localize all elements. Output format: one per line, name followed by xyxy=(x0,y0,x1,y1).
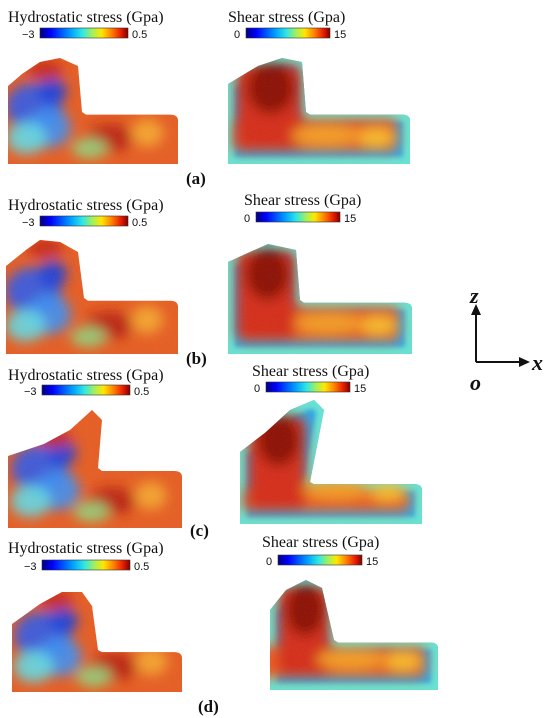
hydro-title: Hydrostatic stress (Gpa) xyxy=(8,9,164,26)
hydro-colorbar-gradient xyxy=(39,215,129,227)
shear-colorbar-max: 15 xyxy=(344,213,356,225)
panel-3: Hydrostatic stress (Gpa) −3 0.5 Shear stres… xyxy=(8,363,422,540)
shear-colorbar-min: 0 xyxy=(254,383,260,395)
hydro-title: Hydrostatic stress (Gpa) xyxy=(8,540,164,557)
hydro-colorbar: −3 0.5 xyxy=(22,27,147,41)
shear-title: Shear stress (Gpa) xyxy=(244,192,361,209)
shear-colorbar: 0 15 xyxy=(234,27,346,41)
shear-colorbar-max: 15 xyxy=(334,29,346,41)
z-axis-label: z xyxy=(469,283,479,308)
origin-label: o xyxy=(470,370,481,395)
hydro-colorbar-max: 0.5 xyxy=(134,386,149,398)
hydro-colorbar: −3 0.5 xyxy=(24,384,149,398)
x-axis-label: x xyxy=(531,350,543,375)
panel-2: Hydrostatic stress (Gpa) −3 0.5 Shear stres… xyxy=(6,192,412,368)
panel-4: Hydrostatic stress (Gpa) −3 0.5 Shear stres… xyxy=(8,534,438,716)
shear-colorbar-gradient xyxy=(255,211,341,223)
shear-colorbar: 0 15 xyxy=(244,211,356,225)
hydro-colorbar: −3 0.5 xyxy=(22,215,147,229)
shear-stress-map xyxy=(228,244,412,354)
z-axis-arrow-icon xyxy=(471,304,481,315)
shear-title: Shear stress (Gpa) xyxy=(228,9,345,26)
shear-colorbar-min: 0 xyxy=(234,29,240,41)
panel-1: Hydrostatic stress (Gpa) −3 0.5 Shear stres… xyxy=(8,9,410,188)
shear-colorbar-min: 0 xyxy=(244,213,250,225)
panel-label: (b) xyxy=(186,349,207,368)
shear-colorbar-min: 0 xyxy=(266,556,272,568)
hydro-colorbar-min: −3 xyxy=(24,386,37,398)
hydro-title: Hydrostatic stress (Gpa) xyxy=(8,197,164,214)
hydro-colorbar-max: 0.5 xyxy=(134,561,149,573)
hydro-colorbar-min: −3 xyxy=(24,561,37,573)
hydro-colorbar-max: 0.5 xyxy=(132,29,147,41)
hydro-colorbar-max: 0.5 xyxy=(132,217,147,229)
shear-colorbar-max: 15 xyxy=(354,383,366,395)
shear-colorbar-gradient xyxy=(277,554,363,566)
shear-title: Shear stress (Gpa) xyxy=(252,363,369,380)
hydro-colorbar-min: −3 xyxy=(22,217,35,229)
panel-label: (a) xyxy=(186,169,206,188)
shear-colorbar-gradient xyxy=(265,381,351,393)
shear-colorbar: 0 15 xyxy=(266,554,378,568)
hydro-stress-map xyxy=(8,58,178,164)
panel-label: (c) xyxy=(190,521,209,540)
x-axis-arrow-icon xyxy=(519,357,530,367)
coordinate-axes: z x o xyxy=(469,283,543,395)
hydro-colorbar-gradient xyxy=(41,384,131,396)
hydro-title: Hydrostatic stress (Gpa) xyxy=(8,367,164,384)
shear-title: Shear stress (Gpa) xyxy=(262,534,379,551)
shear-colorbar-gradient xyxy=(245,27,331,39)
shear-colorbar: 0 15 xyxy=(254,381,366,395)
hydro-colorbar: −3 0.5 xyxy=(24,559,149,573)
hydro-colorbar-gradient xyxy=(41,559,131,571)
hydro-colorbar-gradient xyxy=(39,27,129,39)
hydro-colorbar-min: −3 xyxy=(22,29,35,41)
shear-colorbar-max: 15 xyxy=(366,556,378,568)
panel-label: (d) xyxy=(198,697,219,716)
